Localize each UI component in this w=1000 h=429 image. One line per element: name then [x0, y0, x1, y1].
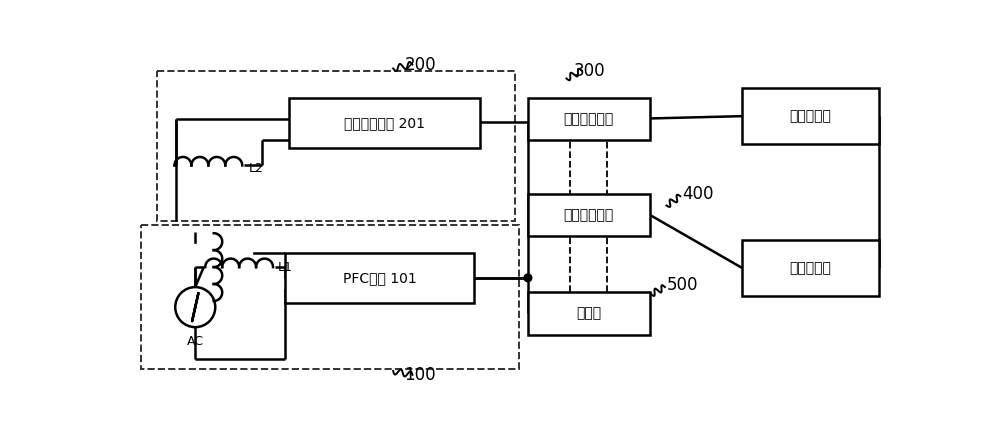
Text: L1: L1	[278, 260, 293, 274]
Text: L1: L1	[228, 238, 242, 251]
Text: 100: 100	[404, 366, 436, 384]
Text: AC: AC	[187, 335, 204, 348]
Text: 第一切换开关: 第一切换开关	[564, 112, 614, 126]
Text: 辅用电电路: 辅用电电路	[790, 109, 831, 123]
Text: 半波整流电路 201: 半波整流电路 201	[344, 116, 425, 130]
Text: 第二切换开关: 第二切换开关	[564, 208, 614, 222]
FancyBboxPatch shape	[528, 98, 650, 140]
Bar	[191, 244, 252, 305]
Text: L2: L2	[248, 162, 263, 175]
Text: 400: 400	[682, 185, 713, 203]
Text: PFC电路 101: PFC电路 101	[343, 271, 417, 285]
Text: 500: 500	[666, 276, 698, 294]
FancyBboxPatch shape	[742, 240, 879, 296]
Text: 主用电电路: 主用电电路	[790, 261, 831, 275]
Circle shape	[524, 274, 532, 282]
FancyBboxPatch shape	[289, 98, 480, 148]
FancyBboxPatch shape	[528, 293, 650, 335]
Bar	[225, 236, 248, 252]
FancyBboxPatch shape	[528, 194, 650, 236]
Text: 控制器: 控制器	[576, 307, 601, 320]
FancyBboxPatch shape	[742, 88, 879, 144]
FancyBboxPatch shape	[285, 253, 474, 303]
Text: 200: 200	[404, 56, 436, 73]
Text: 300: 300	[574, 62, 605, 80]
